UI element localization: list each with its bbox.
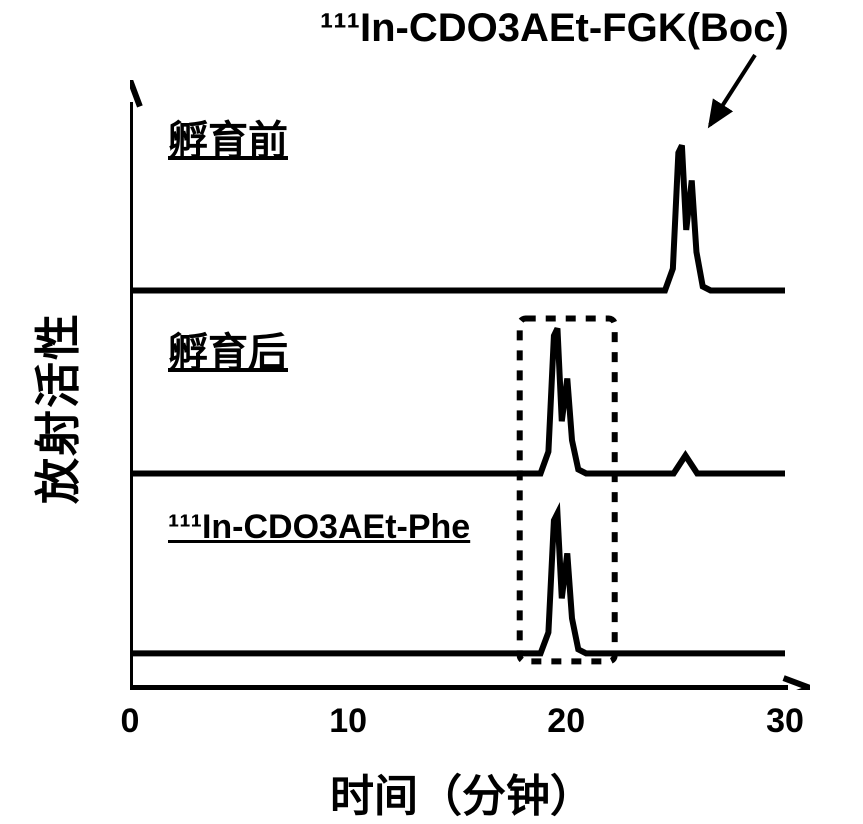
chromatogram-trace-phe: [130, 513, 785, 653]
peak-annotation-title: ¹¹¹In-CDO3AEt-FGK(Boc): [320, 6, 789, 51]
peak-highlight-box: [520, 318, 615, 661]
chromatogram-trace-before: [130, 145, 785, 290]
figure-container: ¹¹¹In-CDO3AEt-FGK(Boc) 孵育前 孵育后 ¹¹¹In-CDO…: [0, 0, 863, 817]
x-tick-label: 20: [546, 702, 586, 741]
x-axis: [130, 678, 810, 690]
y-axis: [130, 80, 140, 688]
y-axis-label: 放射活性: [22, 288, 88, 528]
x-tick-label: 0: [110, 702, 150, 741]
x-tick-label: 10: [328, 702, 368, 741]
chromatogram-plot: [130, 80, 810, 690]
x-axis-label: 时间（分钟）: [330, 760, 594, 824]
chromatogram-trace-after: [130, 328, 785, 473]
x-tick-label: 30: [765, 702, 805, 741]
